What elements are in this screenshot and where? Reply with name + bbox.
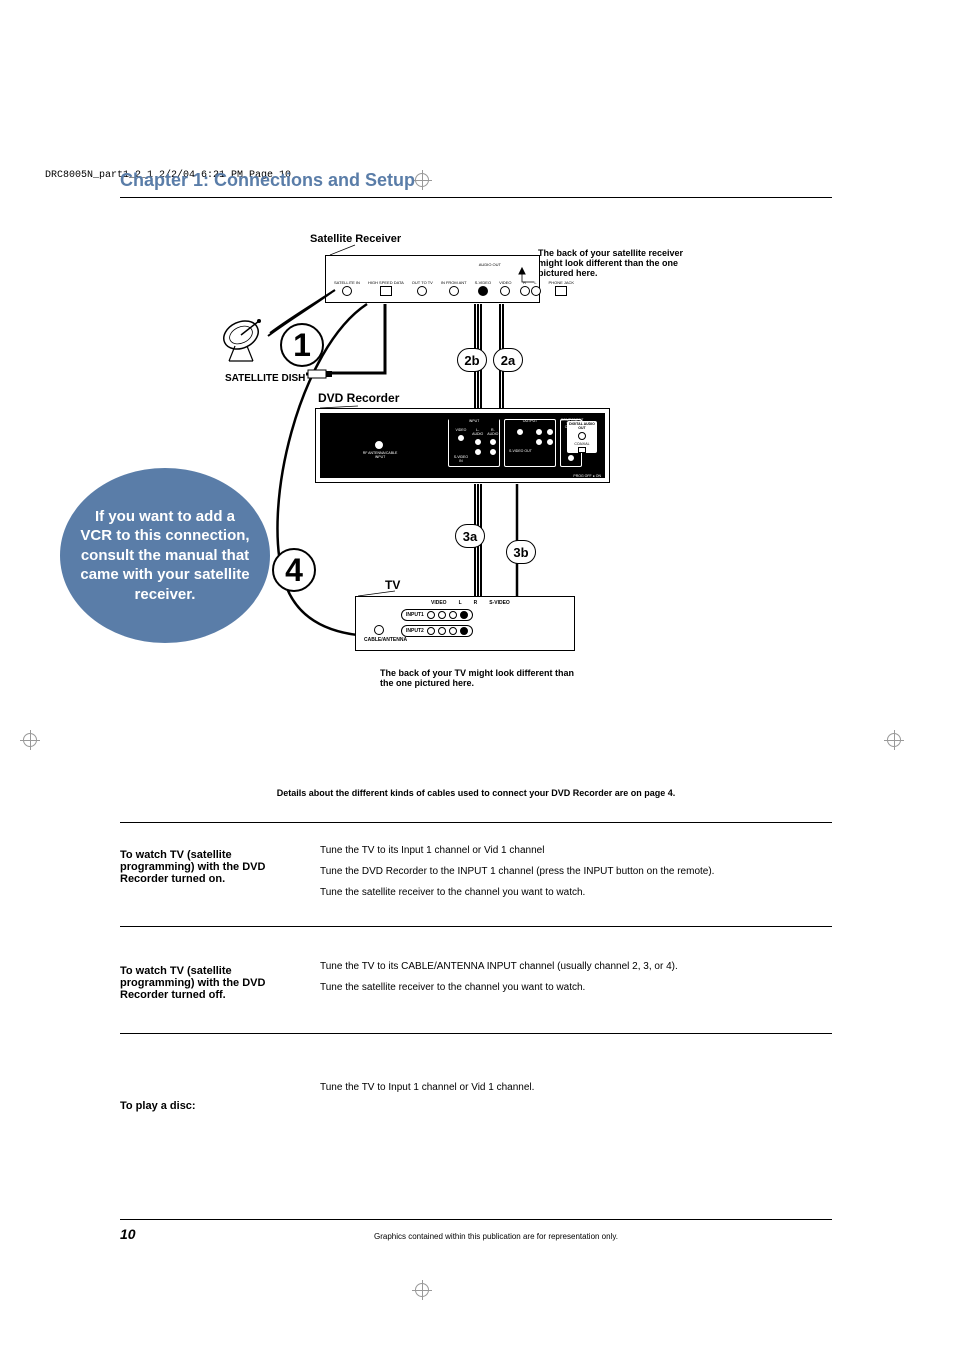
dvd-recorder-label: DVD Recorder <box>318 391 399 405</box>
tv-cable-ant-jack <box>374 625 384 635</box>
jack-label: COAXIAL <box>567 442 597 446</box>
tv-box: VIDEO L R S-VIDEO INPUT1 INPUT2 <box>355 596 575 651</box>
tv-in2-video <box>427 627 435 635</box>
satellite-dish-label: SATELLITE DISH <box>225 373 305 384</box>
jack-raudio-out <box>546 428 554 436</box>
instruction-row: To play a disc: Tune the TV to Input 1 c… <box>120 1080 832 1152</box>
jack-coaxial <box>578 432 586 440</box>
tv-callout: The back of your TV might look different… <box>380 668 580 688</box>
step-bubble-2a: 2a <box>493 348 523 372</box>
satellite-dish-icon <box>215 313 270 373</box>
title-rule <box>120 197 832 198</box>
instr-right: Tune the TV to its Input 1 channel or Vi… <box>320 843 832 906</box>
jack-video-in <box>457 434 465 442</box>
instr-line: Tune the TV to Input 1 channel or Vid 1 … <box>320 1080 832 1095</box>
jack-raudio-in2 <box>489 448 497 456</box>
instr-right: Tune the TV to its CABLE/ANTENNA INPUT c… <box>320 959 832 1001</box>
tv-label: TV <box>385 578 400 592</box>
tv-in2-svideo <box>460 627 468 635</box>
step-bubble-4: 4 <box>272 548 316 592</box>
jack-label: R <box>474 600 478 606</box>
instr-line: Tune the satellite receiver to the chann… <box>320 980 832 995</box>
crop-mark <box>884 730 904 750</box>
instr-left: To watch TV (satellite programming) with… <box>120 843 320 906</box>
chapter-title: Chapter 1: Connections and Setup <box>120 170 832 191</box>
jack-label: L-AUDIO <box>472 428 484 436</box>
tv-in1-svideo <box>460 611 468 619</box>
jack-pr <box>567 454 575 462</box>
prog-switch-label: PROG OFF ● ON <box>573 474 601 478</box>
step-bubble-3b: 3b <box>506 540 536 564</box>
step-bubble-3a: 3a <box>455 524 485 548</box>
jack-group-label: DIGITAL AUDIO OUT <box>567 422 597 430</box>
step-bubble-2b: 2b <box>457 348 487 372</box>
page-number: 10 <box>120 1226 160 1242</box>
instruction-row: To watch TV (satellite programming) with… <box>120 822 832 926</box>
tv-in1-l <box>438 611 446 619</box>
jack-label: VIDEO <box>431 600 447 606</box>
tv-in2-r <box>449 627 457 635</box>
jack-raudio-out2 <box>546 438 554 446</box>
jack-label: S-VIDEO OUT <box>509 449 532 453</box>
instructions-table: To watch TV (satellite programming) with… <box>120 822 832 1034</box>
jack-raudio-in <box>489 438 497 446</box>
page-content: Chapter 1: Connections and Setup Satelli… <box>120 170 832 1152</box>
instr-left: To watch TV (satellite programming) with… <box>120 959 320 1001</box>
instr-right: Tune the TV to Input 1 channel or Vid 1 … <box>320 1080 832 1112</box>
jack-label: RF ANTENNA/CABLE INPUT <box>358 451 402 459</box>
jack-label: S-VIDEO IN <box>453 455 469 463</box>
coax-plug-icon <box>306 366 336 382</box>
cable-ant-label: CABLE/ANTENNA <box>364 637 407 643</box>
jack-group-label: INPUT <box>449 419 499 423</box>
instr-line: Tune the satellite receiver to the chann… <box>320 885 832 900</box>
step-bubble-1: 1 <box>280 323 324 367</box>
jack-laudio-in2 <box>474 448 482 456</box>
jack-group-label: OUTPUT <box>505 419 555 423</box>
jack-rf <box>374 440 384 450</box>
crop-mark <box>20 730 40 750</box>
connection-diagram: Satellite Receiver The back of your sate… <box>120 228 832 748</box>
instruction-row: To watch TV (satellite programming) with… <box>120 926 832 1034</box>
tv-in1-video <box>427 611 435 619</box>
jack-svideo-out <box>516 438 525 447</box>
jack-label: S-VIDEO <box>489 600 510 606</box>
input2-label: INPUT2 <box>406 628 424 634</box>
jack-optical <box>578 447 586 453</box>
crop-mark <box>412 1280 432 1300</box>
page-footer: 10 Graphics contained within this public… <box>120 1219 832 1242</box>
jack-label: R-AUDIO <box>487 428 499 436</box>
instr-line: Tune the TV to its Input 1 channel or Vi… <box>320 843 832 858</box>
jack-video-out <box>516 428 524 436</box>
instr-line: Tune the TV to its CABLE/ANTENNA INPUT c… <box>320 959 832 974</box>
jack-laudio-out <box>535 428 543 436</box>
tv-in2-l <box>438 627 446 635</box>
jack-label: L <box>459 600 462 606</box>
cable-details-note: Details about the different kinds of cab… <box>120 788 832 798</box>
jack-svideo-in <box>456 444 465 453</box>
footer-text: Graphics contained within this publicati… <box>160 1232 832 1241</box>
dvd-recorder-box: RF ANTENNA/CABLE INPUT INPUT VIDEO S-VID… <box>315 408 610 483</box>
tv-in1-r <box>449 611 457 619</box>
instr-line: Tune the DVD Recorder to the INPUT 1 cha… <box>320 864 832 879</box>
vcr-note-bubble: If you want to add a VCR to this connect… <box>60 468 270 643</box>
input1-label: INPUT1 <box>406 612 424 618</box>
jack-label: VIDEO <box>455 428 466 432</box>
jack-laudio-in <box>474 438 482 446</box>
jack-laudio-out2 <box>535 438 543 446</box>
instr-left: To play a disc: <box>120 1080 320 1112</box>
